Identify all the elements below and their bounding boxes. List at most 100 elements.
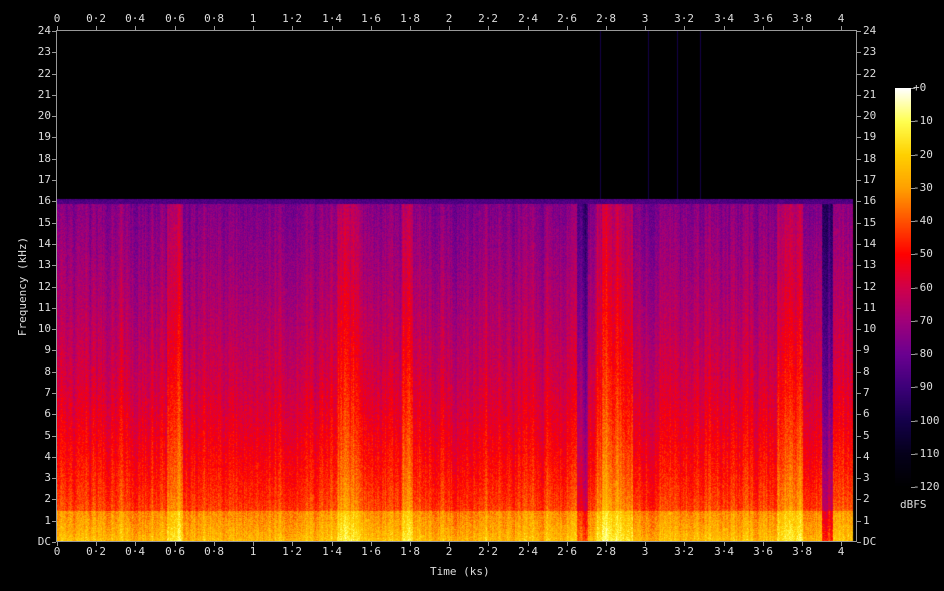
y-tick-label: 21 <box>37 88 52 101</box>
y-tick-mark <box>52 201 56 202</box>
y-tick-mark-right <box>857 159 861 160</box>
x-tick-mark-top <box>606 26 607 30</box>
x-tick-label: 0·2 <box>86 545 106 558</box>
spectrogram-heatmap <box>57 31 857 542</box>
colorbar <box>895 88 911 488</box>
y-tick-mark-right <box>857 223 861 224</box>
y-tick-mark-right <box>857 457 861 458</box>
y-tick-label-right: 1 <box>863 514 870 527</box>
colorbar-tick-label: +0 <box>913 81 927 94</box>
colorbar-tick-mark <box>911 155 915 156</box>
x-tick-mark <box>292 542 293 546</box>
y-tick-label-right: 21 <box>863 88 877 101</box>
colorbar-tick-label: -80 <box>913 347 933 360</box>
y-tick-mark <box>52 265 56 266</box>
y-tick-mark <box>52 223 56 224</box>
y-tick-mark <box>52 74 56 75</box>
colorbar-tick-label: -60 <box>913 280 933 294</box>
y-tick-mark-right <box>857 244 861 245</box>
y-tick-label-right: 18 <box>863 152 877 165</box>
colorbar-tick-mark <box>911 121 915 122</box>
y-tick-label-right: 2 <box>863 492 870 505</box>
y-tick-mark-right <box>857 542 861 543</box>
x-tick-label-top: 0·4 <box>125 12 145 25</box>
x-tick-label: 2·6 <box>557 545 577 558</box>
x-tick-label: 3 <box>641 545 649 558</box>
y-tick-mark <box>52 436 56 437</box>
y-tick-mark <box>52 180 56 181</box>
x-tick-mark <box>684 542 685 546</box>
x-tick-mark <box>410 542 411 546</box>
y-tick-mark-right <box>857 499 861 500</box>
colorbar-tick-label: -50 <box>913 247 933 261</box>
y-tick-label-right: 8 <box>863 365 870 378</box>
x-tick-label-top: 4 <box>837 12 845 25</box>
y-tick-mark <box>52 521 56 522</box>
y-tick-label: 8 <box>44 365 52 378</box>
y-tick-label: 20 <box>37 109 52 122</box>
x-tick-mark <box>802 542 803 546</box>
y-tick-mark <box>52 350 56 351</box>
x-tick-label: 1·6 <box>361 545 381 558</box>
x-tick-label-top: 2·8 <box>596 12 616 25</box>
y-tick-mark-right <box>857 287 861 288</box>
colorbar-tick-mark <box>911 454 915 455</box>
y-tick-mark-right <box>857 521 861 522</box>
colorbar-tick-mark <box>911 421 915 422</box>
y-tick-label: 5 <box>44 429 52 442</box>
y-tick-mark-right <box>857 116 861 117</box>
y-tick-label: 7 <box>44 386 52 399</box>
y-tick-label-right: 9 <box>863 343 870 356</box>
x-tick-mark <box>175 542 176 546</box>
y-tick-label: 19 <box>37 130 52 143</box>
y-tick-mark <box>52 372 56 373</box>
x-tick-mark-top <box>57 26 58 30</box>
y-tick-mark <box>52 329 56 330</box>
x-tick-mark-top <box>567 26 568 30</box>
y-tick-mark-right <box>857 31 861 32</box>
x-tick-mark-top <box>684 26 685 30</box>
x-tick-label-top: 1·8 <box>400 12 420 25</box>
x-tick-label-top: 3·8 <box>792 12 812 25</box>
x-tick-mark-top <box>841 26 842 30</box>
y-tick-label-right: 4 <box>863 450 870 463</box>
colorbar-tick-mark <box>911 387 915 388</box>
colorbar-title: dBFS <box>900 498 927 511</box>
y-tick-mark-right <box>857 265 861 266</box>
y-tick-mark <box>52 95 56 96</box>
x-tick-mark <box>371 542 372 546</box>
y-tick-mark-right <box>857 308 861 309</box>
y-tick-mark-right <box>857 74 861 75</box>
x-tick-mark <box>488 542 489 546</box>
x-tick-label: 1·2 <box>282 545 302 558</box>
y-tick-mark-right <box>857 52 861 53</box>
y-tick-label: 2 <box>44 492 52 505</box>
y-tick-mark-right <box>857 414 861 415</box>
y-tick-mark <box>52 116 56 117</box>
x-tick-label: 0 <box>53 545 61 558</box>
x-tick-label-top: 1·2 <box>282 12 302 25</box>
x-tick-label-top: 2·4 <box>518 12 538 25</box>
x-tick-label: 2 <box>445 545 453 558</box>
y-tick-label: 16 <box>37 194 52 207</box>
y-tick-mark <box>52 159 56 160</box>
x-tick-mark-top <box>96 26 97 30</box>
x-tick-label-top: 3·6 <box>753 12 773 25</box>
x-tick-label: 3·4 <box>714 545 734 558</box>
y-tick-mark-right <box>857 436 861 437</box>
x-tick-mark-top <box>135 26 136 30</box>
x-tick-mark <box>645 542 646 546</box>
x-tick-mark-top <box>528 26 529 30</box>
y-tick-label: 4 <box>44 450 52 463</box>
x-tick-label-top: 0·2 <box>86 12 106 25</box>
y-tick-mark-right <box>857 201 861 202</box>
y-tick-label: 17 <box>37 173 52 186</box>
x-tick-label-top: 2·2 <box>478 12 498 25</box>
x-tick-mark-top <box>449 26 450 30</box>
y-tick-label-right: 6 <box>863 407 870 420</box>
x-tick-label-top: 3·2 <box>674 12 694 25</box>
x-tick-mark-top <box>332 26 333 30</box>
x-tick-mark <box>528 542 529 546</box>
x-tick-label-top: 0·6 <box>165 12 185 25</box>
x-axis-title: Time (ks) <box>430 565 490 578</box>
